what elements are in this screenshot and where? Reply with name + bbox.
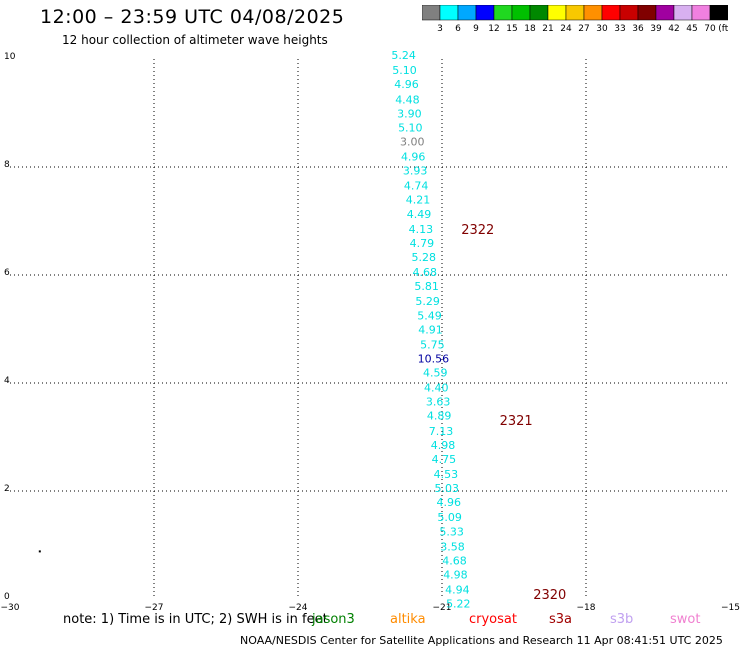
pass-annotation: 2322 — [461, 223, 494, 238]
wave-height-label: 5.81 — [414, 280, 439, 293]
y-tick-label: 2 — [4, 484, 10, 494]
wave-height-label: 3.58 — [440, 540, 465, 553]
pass-annotation: 2321 — [500, 414, 533, 429]
wave-height-label: 4.48 — [395, 93, 420, 106]
chart-title: 12:00 – 23:59 UTC 04/08/2025 — [40, 6, 345, 28]
pass-annotation: 2320 — [533, 588, 566, 603]
wave-height-label: 4.89 — [427, 410, 452, 423]
colorbar-label: 12 — [488, 24, 499, 34]
y-tick-label: 4 — [4, 376, 10, 386]
wave-height-label: 3.93 — [403, 165, 428, 178]
wave-height-label: 4.96 — [436, 496, 461, 509]
colorbar-label: 36 — [632, 24, 644, 34]
grid — [10, 59, 730, 599]
colorbar-label: 6 — [455, 24, 461, 34]
wave-height-label: 4.98 — [443, 568, 468, 581]
wave-height-label: 4.59 — [423, 367, 448, 380]
wave-height-label: 4.96 — [401, 151, 426, 164]
wave-height-label: 4.91 — [418, 323, 443, 336]
wave-height-label: 4.98 — [431, 439, 456, 452]
y-tick-label: 6 — [4, 268, 10, 278]
wave-height-label: 5.10 — [392, 64, 417, 77]
colorbar-label: 18 — [524, 24, 536, 34]
satellite-cryosat: cryosat — [469, 612, 517, 627]
colorbar-label: 27 — [578, 24, 589, 34]
wave-height-label: 5.29 — [415, 295, 440, 308]
wave-height-label: 4.94 — [445, 584, 470, 597]
wave-height-label: 3.90 — [397, 107, 422, 120]
x-tick-label: −24 — [289, 603, 308, 612]
wave-height-label: 4.74 — [404, 180, 429, 193]
wave-height-label: 4.40 — [424, 382, 449, 395]
colorbar-label: 45 — [686, 24, 697, 34]
x-tick-label: −15 — [721, 603, 740, 612]
wave-height-label: 5.03 — [435, 482, 460, 495]
x-tick-label: −30 — [1, 603, 20, 612]
wave-height-label: 4.68 — [412, 266, 437, 279]
satellite-jason3: jason3 — [312, 612, 355, 627]
satellite-s3a: s3a — [549, 612, 573, 627]
wave-height-label: 4.75 — [432, 453, 457, 466]
x-tick-label: −21 — [433, 603, 452, 612]
colorbar-label: 30 — [596, 24, 608, 34]
y-tick-label: 8 — [4, 160, 10, 170]
colorbar-label: 3 — [437, 24, 443, 34]
wave-height-label: 10.56 — [418, 352, 450, 365]
wave-height-label: 4.96 — [394, 78, 419, 91]
satellite-swot: swot — [670, 612, 701, 627]
wave-height-label: 5.28 — [412, 251, 437, 264]
chart-subtitle: 12 hour collection of altimeter wave hei… — [62, 33, 328, 47]
wave-height-label: 3.00 — [400, 135, 425, 148]
wave-height-label: 4.49 — [407, 208, 432, 221]
wave-height-label: 5.24 — [391, 49, 416, 62]
wave-height-label: 4.79 — [410, 237, 435, 250]
y-tick-label: 10 — [4, 52, 16, 62]
colorbar-label: 33 — [614, 24, 625, 34]
wave-height-label: 5.49 — [417, 309, 442, 322]
colorbar-label: 42 — [668, 24, 679, 34]
note-text: note: 1) Time is in UTC; 2) SWH is in fe… — [63, 612, 328, 627]
pass-annotations: 2322 2321 2320 — [461, 223, 566, 603]
wave-height-label: 4.68 — [442, 554, 467, 567]
satellite-altika: altika — [390, 612, 426, 627]
colorbar-label: (ft) — [718, 24, 728, 34]
colorbar-label: 9 — [473, 24, 479, 34]
x-tick-label: −27 — [145, 603, 164, 612]
x-tick-label: −18 — [577, 603, 596, 612]
colorbar-label: 70 — [704, 24, 716, 34]
y-tick-label: 0 — [4, 592, 10, 602]
wave-height-points: 5.245.104.964.483.905.103.004.963.934.74… — [38, 49, 471, 611]
stray-marker — [38, 550, 41, 553]
wave-height-label: 3.63 — [426, 396, 451, 409]
footer-credit: NOAA/NESDIS Center for Satellite Applica… — [240, 634, 723, 647]
colorbar-swatch — [709, 5, 728, 21]
satellite-s3b: s3b — [610, 612, 634, 627]
wave-height-label: 5.10 — [398, 121, 423, 134]
wave-height-label: 5.75 — [420, 338, 445, 351]
wave-height-label: 5.33 — [439, 525, 464, 538]
wave-height-label: 4.13 — [409, 223, 434, 236]
colorbar-label: 39 — [650, 24, 662, 34]
axis-ticks: −30 −27 −24 −21 −18 −15 0 2 4 6 8 10 — [1, 52, 740, 612]
wave-height-label: 5.09 — [437, 511, 462, 524]
wave-height-label: 4.53 — [434, 468, 459, 481]
colorbar-label: 21 — [542, 24, 553, 34]
colorbar-label: 24 — [560, 24, 572, 34]
wave-height-label: 7.13 — [429, 425, 454, 438]
wave-height-label: 5.22 — [446, 598, 471, 611]
wave-height-label: 4.21 — [406, 194, 431, 207]
colorbar-label: 15 — [506, 24, 517, 34]
